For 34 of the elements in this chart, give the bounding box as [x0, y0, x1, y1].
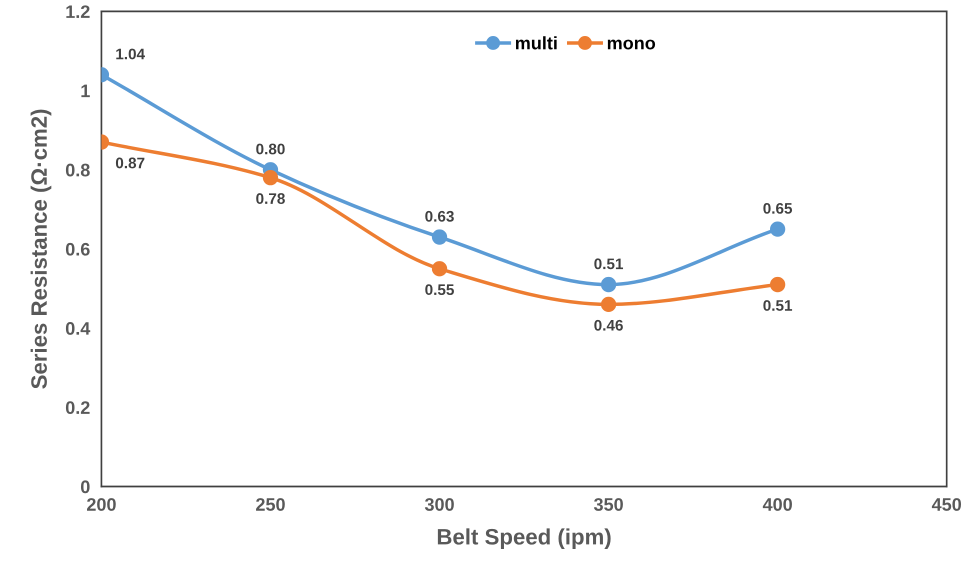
y-tick-label: 0	[80, 480, 90, 494]
y-tick-label: 0.4	[66, 322, 90, 335]
legend-label: multi	[516, 36, 557, 50]
x-tick-label: 300	[424, 498, 454, 511]
point	[770, 222, 786, 237]
point	[262, 170, 278, 186]
y-tick-label: 0.8	[66, 164, 90, 176]
data-label: 0.80	[256, 144, 285, 154]
x-tick-label: 250	[256, 498, 285, 511]
point	[600, 276, 616, 292]
y-axis-title: Series Resistance (Ω·cm2)	[30, 110, 52, 389]
point	[432, 261, 448, 276]
legend-label: mono	[608, 40, 656, 50]
data-label: 0.87	[116, 158, 144, 168]
data-label: 1.04	[116, 48, 145, 60]
data-label: 0.51	[594, 258, 624, 270]
y-tick-label: 0.2	[66, 401, 90, 414]
data-label: 0.65	[763, 202, 792, 214]
x-tick-label: 450	[932, 498, 962, 511]
data-label: 0.51	[763, 300, 792, 311]
data-label: 0.55	[425, 284, 454, 296]
x-tick-label: 200	[86, 498, 116, 511]
x-axis-title: Belt Speed (ipm)	[438, 528, 611, 550]
point	[770, 276, 786, 292]
y-tick-label: 0.6	[66, 242, 90, 256]
x-tick-label: 350	[594, 498, 623, 511]
x-tick-label: 400	[762, 498, 792, 511]
data-label: 0.46	[594, 320, 623, 331]
data-label: 0.78	[256, 193, 285, 204]
point	[600, 296, 616, 312]
y-tick-label: 1.2	[66, 5, 90, 18]
point	[432, 229, 448, 245]
y-tick-label: 1	[81, 84, 90, 98]
data-label: 0.63	[425, 210, 454, 222]
